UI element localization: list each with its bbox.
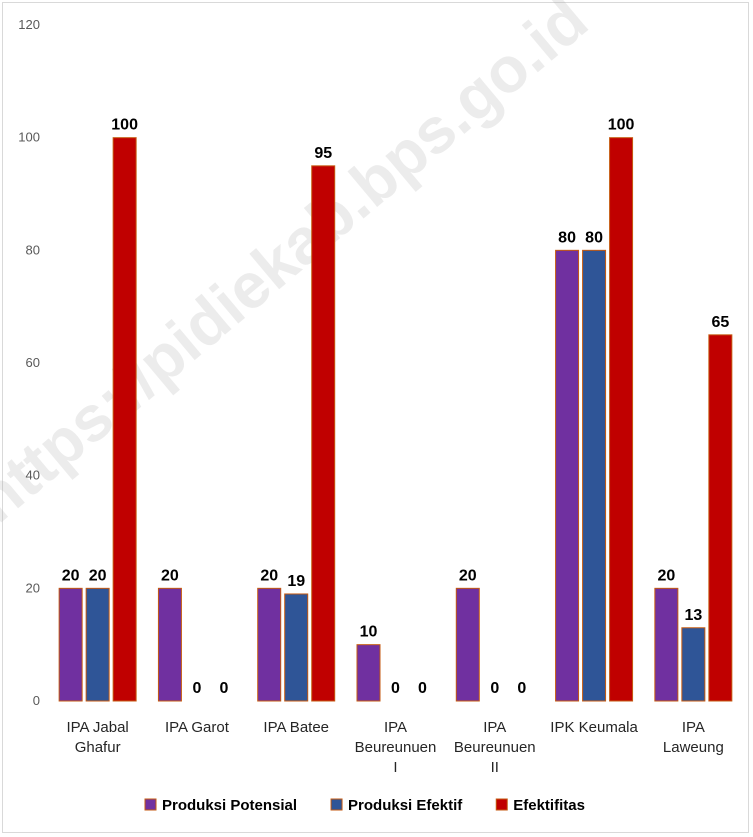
data-label: 100 — [111, 117, 138, 134]
data-label: 0 — [391, 680, 400, 697]
x-tick-label: I — [393, 759, 397, 776]
data-label: 0 — [418, 680, 427, 697]
legend-label: Produksi Potensial — [162, 797, 297, 814]
legend-swatch — [144, 798, 157, 811]
data-label: 80 — [558, 229, 576, 246]
bar — [609, 137, 634, 702]
y-tick-label: 0 — [33, 693, 40, 708]
legend-label: Produksi Efektif — [348, 797, 463, 814]
legend-swatch — [495, 798, 508, 811]
data-label: 0 — [517, 680, 526, 697]
y-tick-label: 40 — [26, 468, 40, 483]
data-label: 95 — [314, 145, 332, 162]
data-label: 20 — [260, 567, 278, 584]
bar — [311, 165, 336, 702]
data-label: 0 — [219, 680, 228, 697]
y-tick-label: 20 — [26, 580, 40, 595]
bar — [157, 587, 182, 702]
x-tick-label: Beureunuen — [355, 739, 437, 756]
bar — [284, 593, 309, 702]
data-label: 20 — [62, 567, 80, 584]
data-label: 80 — [585, 229, 603, 246]
x-tick-label: IPA — [682, 719, 705, 736]
x-tick-label: Ghafur — [75, 739, 121, 756]
data-label: 100 — [608, 117, 635, 134]
x-tick-label: IPA — [384, 719, 407, 736]
legend-label: Efektifitas — [513, 797, 585, 814]
bar — [85, 587, 110, 702]
data-label: 0 — [192, 680, 201, 697]
data-label: 20 — [657, 567, 675, 584]
x-tick-label: IPA Jabal — [67, 719, 129, 736]
data-label: 20 — [161, 567, 179, 584]
data-label: 10 — [360, 624, 378, 641]
bar — [257, 587, 282, 702]
bar — [112, 137, 137, 702]
y-tick-label: 60 — [26, 355, 40, 370]
legend-swatch — [330, 798, 343, 811]
bar — [555, 249, 580, 702]
x-tick-label: Beureunuen — [454, 739, 536, 756]
bar — [654, 587, 679, 702]
data-label: 0 — [490, 680, 499, 697]
data-label: 20 — [89, 567, 107, 584]
x-tick-label: IPA — [483, 719, 506, 736]
bar — [681, 627, 706, 702]
data-label: 20 — [459, 567, 477, 584]
y-tick-label: 100 — [18, 130, 40, 145]
x-tick-label: IPA Garot — [165, 719, 230, 736]
bar — [708, 334, 733, 702]
data-label: 13 — [684, 607, 702, 624]
bar — [455, 587, 480, 702]
y-tick-label: 120 — [18, 17, 40, 32]
data-label: 19 — [287, 573, 305, 590]
x-tick-label: IPK Keumala — [550, 719, 638, 736]
x-tick-label: IPA Batee — [263, 719, 329, 736]
bar — [582, 249, 607, 702]
data-label: 65 — [711, 314, 729, 331]
x-tick-label: Laweung — [663, 739, 724, 756]
bar — [58, 587, 83, 702]
x-tick-label: II — [491, 759, 499, 776]
bar — [356, 644, 381, 702]
y-tick-label: 80 — [26, 242, 40, 257]
